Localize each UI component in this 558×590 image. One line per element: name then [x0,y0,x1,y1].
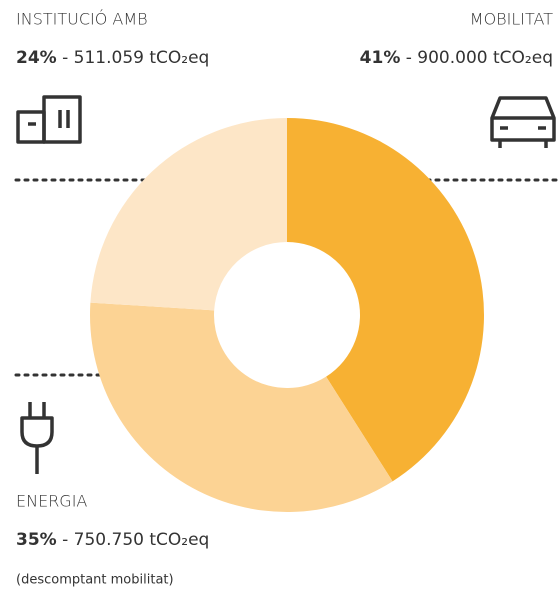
value-text: 35% - 750.750 tCO₂eq [16,530,209,550]
car-icon [490,96,556,148]
building-icon [16,95,82,144]
donut-segment [90,118,287,311]
plug-icon [20,402,54,474]
donut-segment [90,302,393,512]
value-detail: - 511.059 tCO₂eq [62,48,209,68]
note: (descomptant mobilitat) [16,573,174,588]
value-label: 35% [16,530,57,550]
category-label: INSTITUCIÓ AMB [16,10,148,29]
value-label: 41% [360,48,401,68]
value-text: 41% - 900.000 tCO₂eq [360,48,553,68]
value-text: 24% - 511.059 tCO₂eq [16,48,209,68]
category-label: MOBILITAT [470,10,553,29]
donut-segment [287,118,484,482]
value-detail: - 900.000 tCO₂eq [406,48,553,68]
category-label: ENERGIA [16,492,87,511]
value-detail: - 750.750 tCO₂eq [62,530,209,550]
value-label: 24% [16,48,57,68]
